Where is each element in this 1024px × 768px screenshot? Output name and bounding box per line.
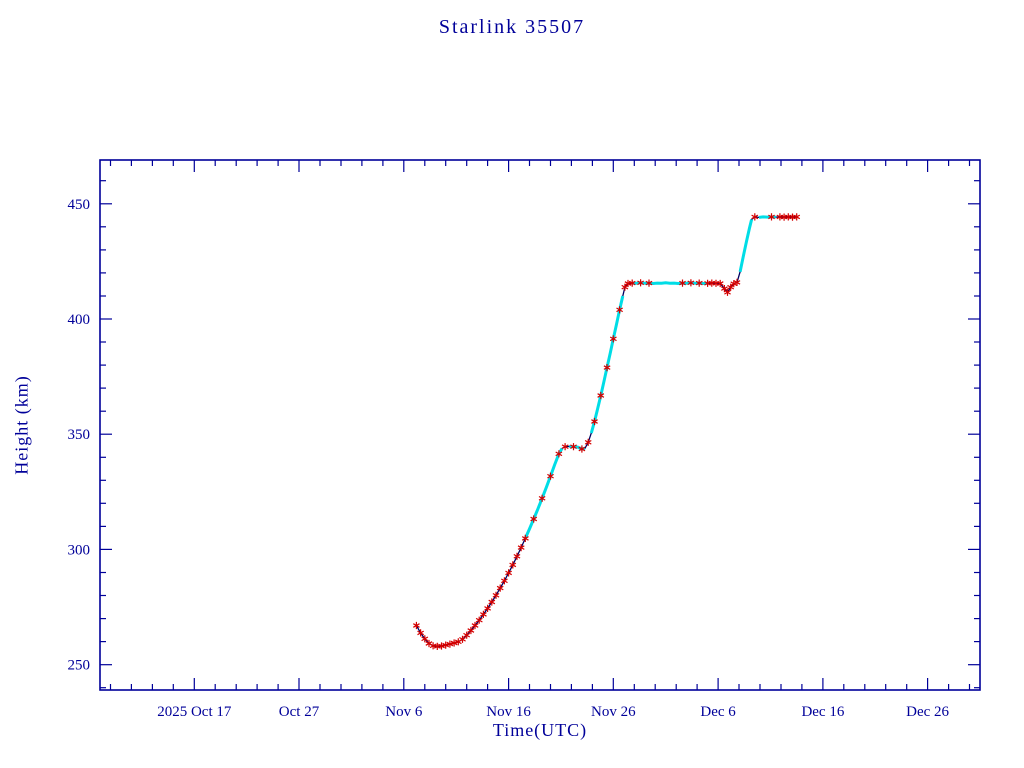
x-tick-label: Dec 6 xyxy=(700,704,736,720)
x-tick-label: Oct 27 xyxy=(279,704,320,720)
plot-frame xyxy=(99,159,981,691)
x-tick-label: Nov 16 xyxy=(486,704,531,720)
x-tick-label: Dec 16 xyxy=(801,704,844,720)
x-tick-label: Dec 26 xyxy=(906,704,949,720)
y-tick-label: 300 xyxy=(68,542,91,558)
y-tick-label: 450 xyxy=(68,197,91,213)
x-tick-label: Nov 6 xyxy=(385,704,423,720)
x-tick-label: 2025 Oct 17 xyxy=(157,704,232,720)
tick-labels: 250 300 350 400 450 2025 Oct 17 Oct 27 Nov 6 Nov… xyxy=(68,197,950,720)
y-tick-label: 400 xyxy=(68,312,91,328)
data-point-markers xyxy=(412,213,801,650)
y-tick-label: 250 xyxy=(68,658,91,674)
axis-ticks xyxy=(100,160,980,690)
maneuver-highlight-segments xyxy=(523,215,776,540)
y-tick-label: 350 xyxy=(68,427,91,443)
x-tick-label: Nov 26 xyxy=(591,704,636,720)
chart-title: Starlink 35507 xyxy=(438,16,586,38)
x-axis-label: Time(UTC) xyxy=(492,720,588,740)
